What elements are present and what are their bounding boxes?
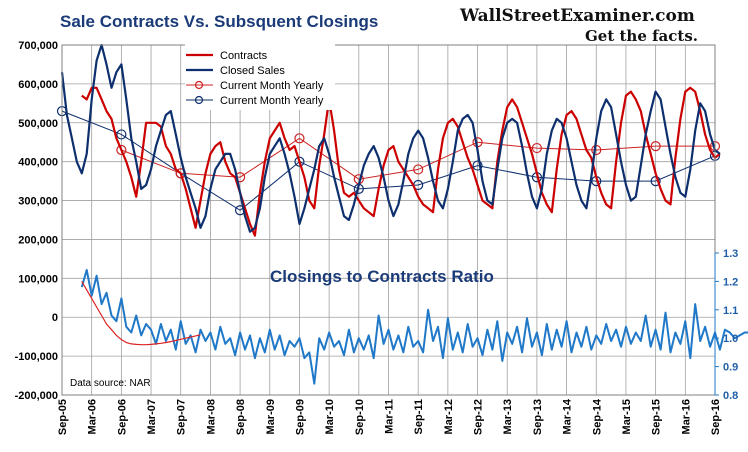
left-tick-label: 700,000 — [18, 40, 58, 52]
series-layer — [56, 43, 748, 385]
x-tick-label: Sep-16 — [710, 399, 722, 435]
yearly-contracts-marker — [294, 133, 305, 144]
right-tick-label: 1.0 — [723, 333, 738, 345]
plot-border — [61, 44, 716, 396]
yearly-closed-marker — [472, 160, 483, 171]
x-tick-label: Sep-10 — [354, 399, 366, 435]
chart-title: Sale Contracts Vs. Subsquent Closings — [60, 12, 378, 31]
x-tick-label: Sep-14 — [591, 398, 603, 435]
x-tick-label: Mar-16 — [680, 399, 692, 434]
yearly-contracts-marker — [413, 164, 424, 175]
x-tick-label: Mar-07 — [146, 399, 158, 434]
x-tick-label: Mar-15 — [621, 399, 633, 434]
right-tick-label: 0.9 — [723, 362, 738, 374]
left-tick-label: 100,000 — [18, 273, 58, 285]
right-tick-label: 1.2 — [723, 276, 738, 288]
brand-name: WallStreetExaminer.com — [459, 6, 695, 26]
x-tick-label: Mar-06 — [87, 399, 99, 434]
x-tick-label: Mar-12 — [443, 399, 455, 434]
data-source-note: Data source: NAR — [70, 378, 151, 389]
legend-label-contracts: Contracts — [220, 50, 268, 62]
axes-layer: 700,000 600,000 500,000 400,000 300,000 200,0… — [15, 40, 739, 435]
x-tick-label: Sep-11 — [413, 399, 425, 434]
legend-marker-yearly-contracts — [194, 80, 204, 90]
legend: Contracts Closed Sales Current Month Yea… — [185, 44, 335, 110]
yearly-closed-marker — [294, 156, 305, 167]
chart-subtitle: Closings to Contracts Ratio — [270, 267, 494, 286]
yearly-contracts-marker — [650, 141, 661, 152]
grid-layer — [61, 44, 716, 396]
x-tick-label: Sep-12 — [473, 399, 485, 435]
yearly-contracts-marker — [531, 142, 543, 154]
x-tick-label: Sep-08 — [235, 399, 247, 435]
right-tick-label: 1.1 — [723, 305, 738, 317]
x-tick-label: Mar-14 — [562, 398, 574, 434]
x-tick-label: Sep-09 — [294, 399, 306, 435]
x-tick-label: Sep-13 — [532, 399, 544, 435]
x-tick-label: Mar-09 — [265, 399, 277, 434]
right-tick-label: 1.3 — [723, 248, 738, 260]
yearly-closed-marker — [116, 129, 127, 140]
x-tick-label: Sep-15 — [651, 399, 663, 435]
yearly-closed-line — [61, 110, 716, 211]
left-tick-label: 0 — [52, 312, 58, 324]
x-tick-label: Mar-13 — [502, 399, 514, 434]
x-tick-label: Mar-10 — [324, 399, 336, 434]
ratio-series-line — [80, 269, 748, 385]
x-tick-label: Sep-05 — [57, 399, 69, 435]
left-tick-label: -200,000 — [15, 390, 58, 402]
left-tick-label: -100,000 — [15, 351, 58, 363]
x-tick-label: Mar-08 — [205, 399, 217, 434]
left-tick-label: 300,000 — [18, 196, 58, 208]
legend-label-closed-sales: Closed Sales — [220, 65, 285, 77]
x-tick-label: Mar-11 — [384, 399, 396, 434]
left-tick-label: 400,000 — [18, 157, 58, 169]
yearly-contracts-marker — [116, 144, 127, 156]
yearly-contracts-line — [121, 137, 715, 180]
left-tick-label: 200,000 — [18, 234, 58, 246]
legend-marker-yearly-closed — [194, 95, 204, 105]
left-tick-label: 500,000 — [18, 118, 58, 130]
right-tick-label: 0.8 — [723, 390, 738, 402]
legend-label-yearly-closed: Current Month Yearly — [220, 95, 324, 107]
ratio-trend-line — [81, 281, 201, 346]
x-tick-label: Sep-06 — [116, 399, 128, 435]
closed-sales-series-line — [60, 43, 721, 233]
x-tick-label: Sep-07 — [176, 399, 188, 435]
brand-tagline: Get the facts. — [585, 27, 698, 45]
legend-label-yearly-contracts: Current Month Yearly — [220, 80, 324, 92]
contracts-series-line — [81, 86, 721, 237]
left-tick-label: 600,000 — [18, 79, 58, 91]
